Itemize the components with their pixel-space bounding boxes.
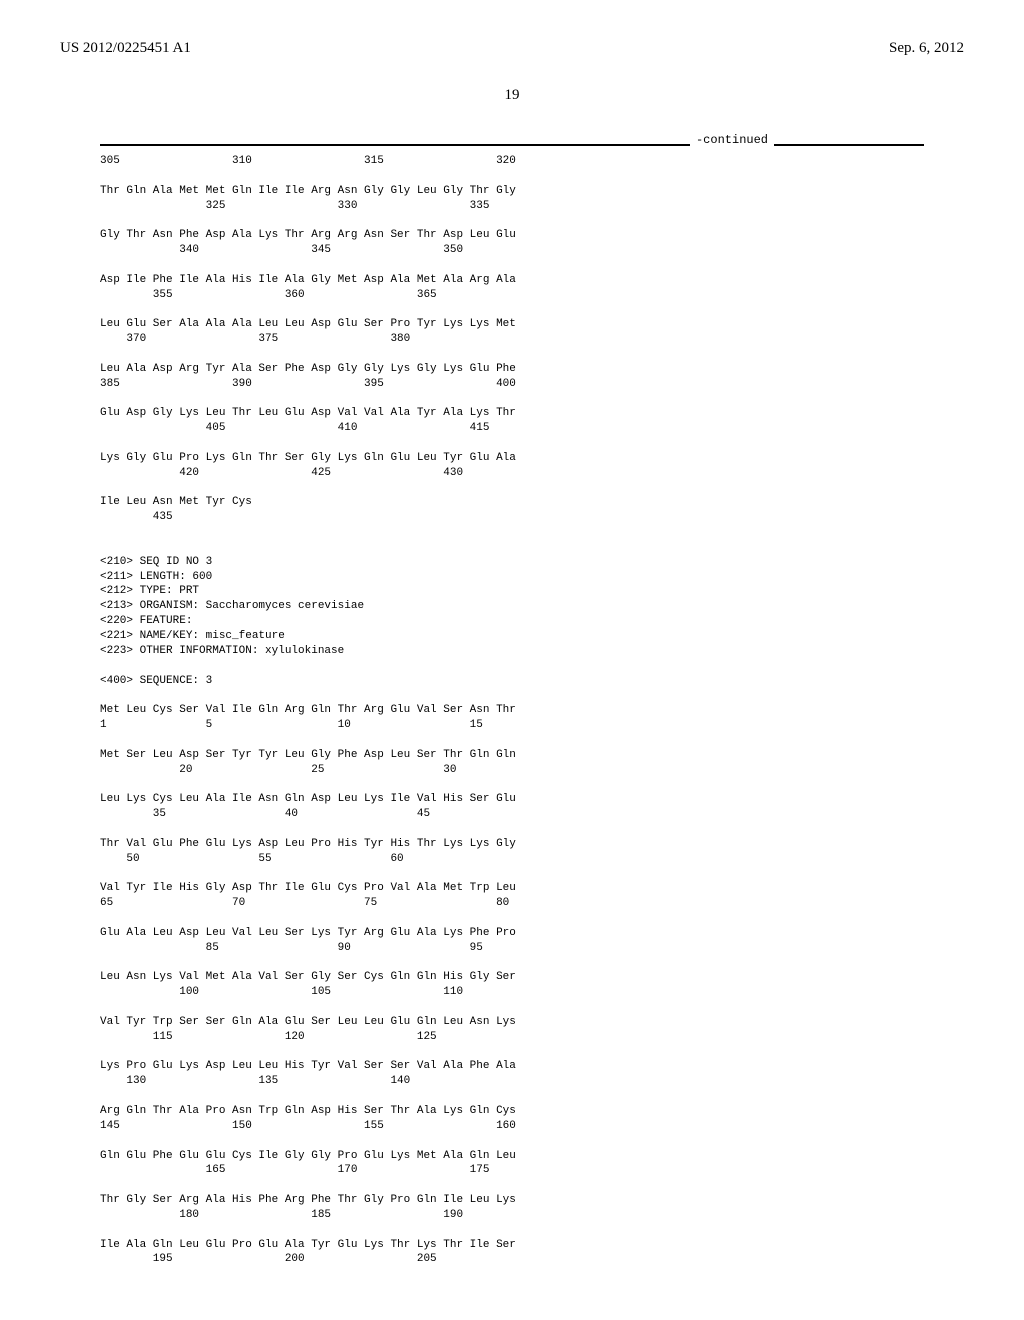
- header-right: Sep. 6, 2012: [889, 40, 964, 57]
- continued-label: -continued: [690, 133, 774, 147]
- page-header: US 2012/0225451 A1 Sep. 6, 2012: [60, 40, 964, 57]
- page-number: 19: [60, 87, 964, 104]
- sequence-listing: 305 310 315 320 Thr Gln Ala Met Met Gln …: [100, 154, 924, 1267]
- header-left: US 2012/0225451 A1: [60, 40, 191, 57]
- continued-rule: -continued: [100, 144, 924, 146]
